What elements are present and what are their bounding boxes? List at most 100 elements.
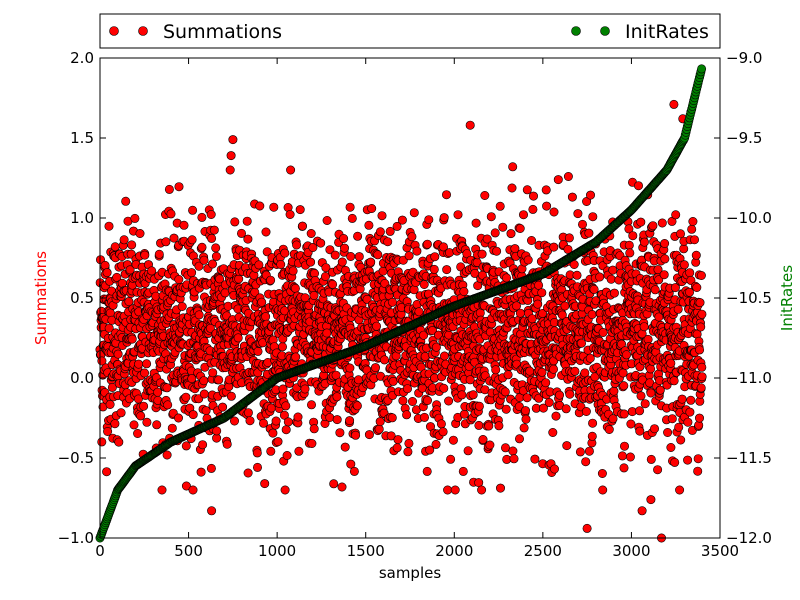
summations-point: [121, 196, 131, 206]
summations-point: [133, 394, 143, 404]
summations-point: [526, 236, 536, 246]
summations-point: [459, 409, 469, 419]
summations-point: [194, 261, 204, 271]
summations-point: [174, 274, 184, 284]
summations-point: [534, 280, 544, 290]
summations-point: [439, 213, 449, 223]
summations-point: [573, 209, 583, 219]
summations-point: [446, 454, 456, 464]
summations-point: [402, 410, 412, 420]
x-tick-label: 1500: [347, 542, 385, 560]
summations-point: [646, 495, 656, 505]
summations-point: [659, 270, 669, 280]
summations-point: [655, 385, 665, 395]
summations-point: [465, 375, 475, 385]
summations-point: [509, 454, 519, 464]
summations-point: [492, 246, 502, 256]
summations-point: [130, 213, 140, 223]
summations-point: [345, 416, 355, 426]
summations-point: [403, 447, 413, 457]
summations-point: [340, 442, 350, 452]
summations-point: [474, 401, 484, 411]
summations-point: [537, 288, 547, 298]
summations-point: [609, 386, 619, 396]
summations-point: [373, 250, 383, 260]
summations-point: [104, 221, 114, 231]
summations-point: [198, 440, 208, 450]
summations-point: [307, 438, 317, 448]
summations-point: [588, 418, 598, 428]
summations-point: [321, 263, 331, 273]
summations-point: [520, 406, 530, 416]
summations-point: [542, 201, 552, 211]
summations-point: [486, 212, 496, 222]
summations-point: [506, 229, 516, 239]
summations-point: [364, 220, 374, 230]
summations-point: [266, 275, 276, 285]
summations-point: [188, 485, 198, 495]
summations-point: [207, 233, 217, 243]
summations-point: [206, 463, 216, 473]
summations-point: [598, 327, 608, 337]
summations-point: [349, 466, 359, 476]
summations-point: [666, 358, 676, 368]
summations-point: [140, 368, 150, 378]
summations-point: [604, 424, 614, 434]
summations-point: [157, 485, 167, 495]
summations-point: [407, 232, 417, 242]
summations-point: [258, 418, 268, 428]
summations-point: [188, 410, 198, 420]
summations-point: [371, 321, 381, 331]
summations-point: [584, 446, 594, 456]
summations-point: [572, 270, 582, 280]
summations-point: [430, 252, 440, 262]
summations-point: [549, 207, 559, 217]
summations-point: [162, 383, 172, 393]
summations-point: [322, 216, 332, 226]
summations-point: [608, 265, 618, 275]
summations-point: [345, 363, 355, 373]
summations-point: [619, 463, 629, 473]
summations-point: [335, 428, 345, 438]
summations-point: [127, 240, 137, 250]
summations-point: [419, 412, 429, 422]
summations-point: [625, 248, 635, 258]
summations-point: [561, 404, 571, 414]
summations-point: [528, 191, 538, 201]
summations-point: [675, 485, 685, 495]
summations-point: [617, 451, 627, 461]
summations-point: [635, 426, 645, 436]
summations-point: [370, 363, 380, 373]
summations-point: [490, 228, 500, 238]
summations-point: [500, 387, 510, 397]
summations-point: [325, 412, 335, 422]
summations-point: [575, 447, 585, 457]
summations-point: [609, 288, 619, 298]
summations-point: [587, 431, 597, 441]
summations-point: [653, 265, 663, 275]
summations-point: [112, 272, 122, 282]
summations-point: [608, 414, 618, 424]
summations-point: [640, 399, 650, 409]
summations-point: [142, 359, 152, 369]
summations-point: [280, 248, 290, 258]
summations-point: [639, 322, 649, 332]
summations-point: [200, 362, 210, 372]
summations-point: [548, 427, 558, 437]
summations-point: [587, 309, 597, 319]
summations-point: [485, 440, 495, 450]
summations-point: [580, 368, 590, 378]
summations-point: [181, 392, 191, 402]
summations-point: [135, 229, 145, 239]
summations-point: [636, 217, 646, 227]
summations-point: [511, 301, 521, 311]
summations-point: [477, 249, 487, 259]
summations-point: [636, 391, 646, 401]
summations-point: [402, 384, 412, 394]
summations-point: [495, 201, 505, 211]
summations-point: [458, 466, 468, 476]
summations-point: [199, 376, 209, 386]
summations-point: [339, 243, 349, 253]
summations-point: [606, 274, 616, 284]
summations-point: [570, 366, 580, 376]
